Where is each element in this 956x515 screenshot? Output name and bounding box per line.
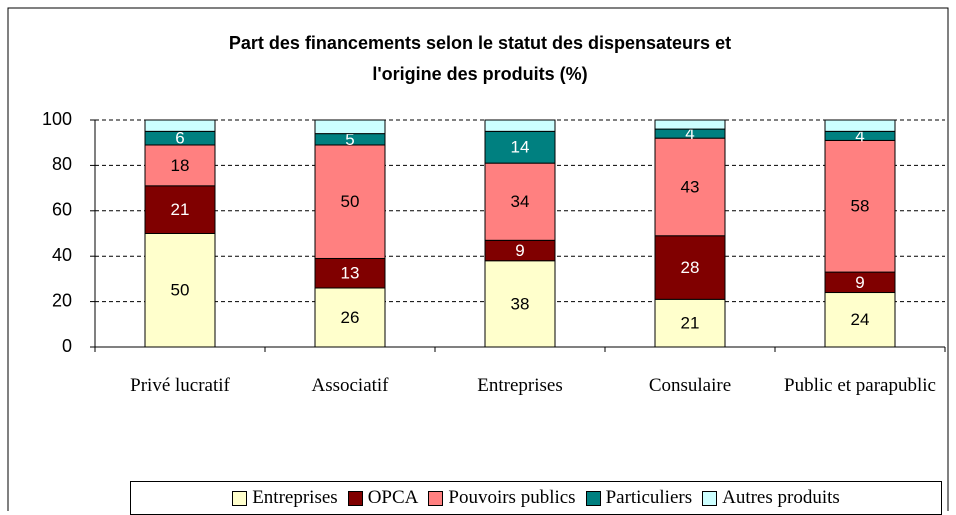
data-label: 21: [171, 200, 190, 219]
data-label: 21: [681, 314, 700, 333]
legend-swatch: [347, 490, 363, 506]
legend-label: Pouvoirs publics: [448, 487, 576, 508]
data-label: 4: [855, 126, 864, 145]
legend-swatch: [232, 490, 248, 506]
legend-label: Entreprises: [252, 487, 338, 508]
y-tick-label: 0: [62, 336, 72, 356]
legend-label: Autres produits: [722, 487, 840, 508]
legend-item: Autres produits: [702, 487, 840, 509]
data-label: 5: [345, 130, 354, 149]
data-label: 50: [341, 192, 360, 211]
bar-segment: [654, 298, 726, 348]
legend-item: Pouvoirs publics: [428, 487, 576, 509]
legend-item: OPCA: [347, 487, 419, 509]
bar-segment: [144, 144, 216, 187]
legend-item: Particuliers: [585, 487, 693, 509]
data-label: 58: [851, 197, 870, 216]
y-tick-label: 60: [52, 200, 72, 220]
bar-segment: [824, 119, 896, 132]
y-tick-label: 40: [52, 245, 72, 265]
data-label: 14: [511, 138, 530, 157]
legend: Entreprises OPCA Pouvoirs publics Particuli…: [130, 481, 942, 515]
chart-title: Part des financements selon le statut de…: [228, 33, 732, 84]
data-label: 34: [511, 192, 530, 211]
data-label: 26: [341, 308, 360, 327]
legend-item: Entreprises: [232, 487, 338, 509]
legend-swatch: [428, 490, 444, 506]
data-label: 24: [851, 310, 870, 329]
y-tick-label: 80: [52, 154, 72, 174]
bar-segment: [484, 119, 556, 132]
bar-segment: [654, 119, 726, 130]
y-tick-label: 20: [52, 290, 72, 310]
bar-segment: [314, 144, 386, 259]
bar-segment: [654, 137, 726, 237]
bar-segment: [824, 139, 896, 273]
data-label: 28: [681, 258, 700, 277]
legend-swatch: [702, 490, 718, 506]
data-label: 6: [175, 129, 184, 148]
legend-swatch: [585, 490, 601, 506]
bar-segment: [144, 233, 216, 348]
bar-segment: [314, 119, 386, 135]
bar-segment: [484, 162, 556, 241]
bar-segment: [314, 287, 386, 348]
bar-segment: [144, 119, 216, 132]
x-tick-label: Public et parapublic: [784, 375, 936, 396]
data-label: 43: [681, 177, 700, 196]
y-tick-label: 100: [42, 109, 72, 129]
chart-border: [7, 7, 949, 511]
bar-segment: [654, 235, 726, 300]
data-label: 50: [171, 281, 190, 300]
x-tick-label: Entreprises: [477, 375, 563, 396]
data-label: 9: [515, 241, 524, 260]
legend-label: Particuliers: [605, 487, 693, 508]
x-tick-label: Privé lucratif: [130, 375, 230, 396]
data-label: 18: [171, 156, 190, 175]
data-label: 13: [341, 264, 360, 283]
data-label: 38: [511, 294, 530, 313]
data-label: 4: [685, 124, 694, 143]
legend-label: OPCA: [367, 487, 419, 508]
bar-segment: [484, 130, 556, 164]
x-tick-label: Consulaire: [648, 375, 732, 396]
x-tick-label: Associatif: [311, 375, 389, 396]
title-box: Part des financements selon le statut de…: [228, 33, 732, 84]
data-label: 9: [855, 273, 864, 292]
